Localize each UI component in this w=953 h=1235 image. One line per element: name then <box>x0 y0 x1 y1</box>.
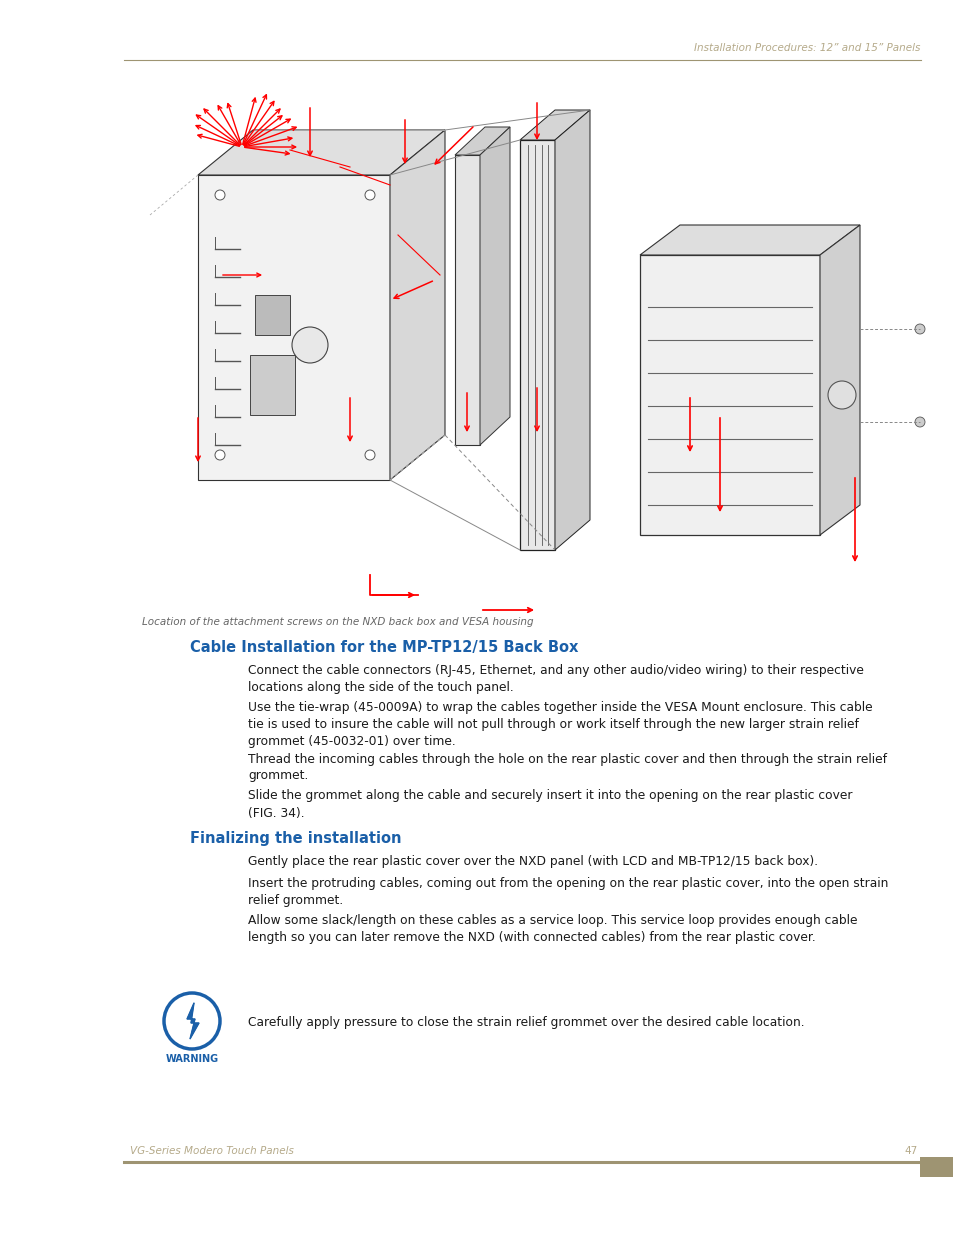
Text: Insert the protruding cables, coming out from the opening on the rear plastic co: Insert the protruding cables, coming out… <box>248 877 887 906</box>
Circle shape <box>914 324 924 333</box>
Text: Thread the incoming cables through the hole on the rear plastic cover and then t: Thread the incoming cables through the h… <box>248 752 886 783</box>
Text: Finalizing the installation: Finalizing the installation <box>190 830 401 846</box>
Text: Use the tie-wrap (45-0009A) to wrap the cables together inside the VESA Mount en: Use the tie-wrap (45-0009A) to wrap the … <box>248 701 872 748</box>
Polygon shape <box>198 175 390 480</box>
Text: Gently place the rear plastic cover over the NXD panel (with LCD and MB-TP12/15 : Gently place the rear plastic cover over… <box>248 855 818 867</box>
Text: Slide the grommet along the cable and securely insert it into the opening on the: Slide the grommet along the cable and se… <box>248 789 852 820</box>
Polygon shape <box>198 130 444 175</box>
Circle shape <box>365 450 375 459</box>
Text: Location of the attachment screws on the NXD back box and VESA housing: Location of the attachment screws on the… <box>142 618 533 627</box>
Text: Installation Procedures: 12” and 15” Panels: Installation Procedures: 12” and 15” Pan… <box>693 43 919 53</box>
Polygon shape <box>187 1003 199 1039</box>
Polygon shape <box>455 127 510 156</box>
Text: Connect the cable connectors (RJ-45, Ethernet, and any other audio/video wiring): Connect the cable connectors (RJ-45, Eth… <box>248 664 863 694</box>
Polygon shape <box>820 225 859 535</box>
Circle shape <box>164 993 220 1049</box>
Text: Cable Installation for the MP-TP12/15 Back Box: Cable Installation for the MP-TP12/15 Ba… <box>190 640 578 655</box>
Polygon shape <box>479 127 510 445</box>
Text: VG-Series Modero Touch Panels: VG-Series Modero Touch Panels <box>130 1146 294 1156</box>
Polygon shape <box>519 110 589 140</box>
Text: WARNING: WARNING <box>165 1053 218 1065</box>
Polygon shape <box>519 140 555 550</box>
Circle shape <box>914 417 924 427</box>
Text: Carefully apply pressure to close the strain relief grommet over the desired cab: Carefully apply pressure to close the st… <box>248 1016 803 1029</box>
Bar <box>919 1157 953 1177</box>
Polygon shape <box>639 225 859 254</box>
Circle shape <box>827 382 855 409</box>
Text: 47: 47 <box>903 1146 917 1156</box>
Text: Allow some slack/length on these cables as a service loop. This service loop pro: Allow some slack/length on these cables … <box>248 914 857 944</box>
Bar <box>254 295 290 335</box>
Polygon shape <box>555 110 589 550</box>
Polygon shape <box>390 130 444 480</box>
Circle shape <box>214 190 225 200</box>
Polygon shape <box>455 156 479 445</box>
Circle shape <box>365 190 375 200</box>
Circle shape <box>292 327 328 363</box>
Circle shape <box>214 450 225 459</box>
Polygon shape <box>639 254 820 535</box>
Bar <box>250 354 294 415</box>
